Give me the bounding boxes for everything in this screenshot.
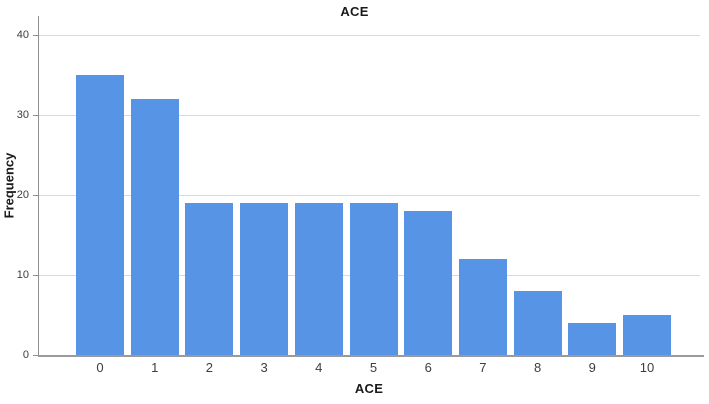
y-tick-label: 20 <box>16 189 29 202</box>
x-tick-label: 6 <box>424 360 432 375</box>
y-axis-tick <box>33 115 38 117</box>
y-axis-tick <box>33 195 38 197</box>
x-tick-label: 3 <box>260 360 268 375</box>
x-tick-label: 8 <box>533 360 542 375</box>
y-tick-label: 30 <box>16 109 29 122</box>
bar-2 <box>185 203 234 355</box>
bar-4 <box>294 203 343 355</box>
y-tick-label: 40 <box>16 29 29 42</box>
bar-10 <box>623 315 671 355</box>
y-tick-label: 10 <box>16 269 29 282</box>
x-tick-label: 1 <box>151 360 159 375</box>
x-tick-label: 5 <box>369 360 378 375</box>
plot-area <box>38 16 700 355</box>
y-axis-tick <box>33 35 38 37</box>
bar-0 <box>76 75 124 355</box>
bar-1 <box>130 99 179 355</box>
y-axis-tick <box>33 275 38 277</box>
x-tick-label: 10 <box>639 360 655 375</box>
x-axis-title: ACE <box>354 381 384 396</box>
gridline <box>38 35 700 37</box>
gridline <box>38 115 700 117</box>
y-axis-tick <box>33 355 38 356</box>
y-axis-title: Frequency <box>1 152 17 219</box>
gridline <box>38 195 700 197</box>
bar-8 <box>513 291 562 355</box>
x-tick-label: 2 <box>205 360 213 375</box>
chart-title: ACE <box>340 4 369 19</box>
bar-3 <box>240 203 289 355</box>
bar-9 <box>568 323 617 355</box>
bar-5 <box>349 203 398 355</box>
y-axis-line <box>38 16 39 356</box>
x-tick-label: 9 <box>588 360 596 375</box>
bar-7 <box>458 259 507 355</box>
x-axis-line <box>38 355 704 357</box>
bar-6 <box>404 211 453 355</box>
x-tick-label: 7 <box>479 360 487 375</box>
x-tick-label: 0 <box>96 360 104 375</box>
y-tick-label: 0 <box>22 349 29 361</box>
x-tick-label: 4 <box>315 360 323 375</box>
